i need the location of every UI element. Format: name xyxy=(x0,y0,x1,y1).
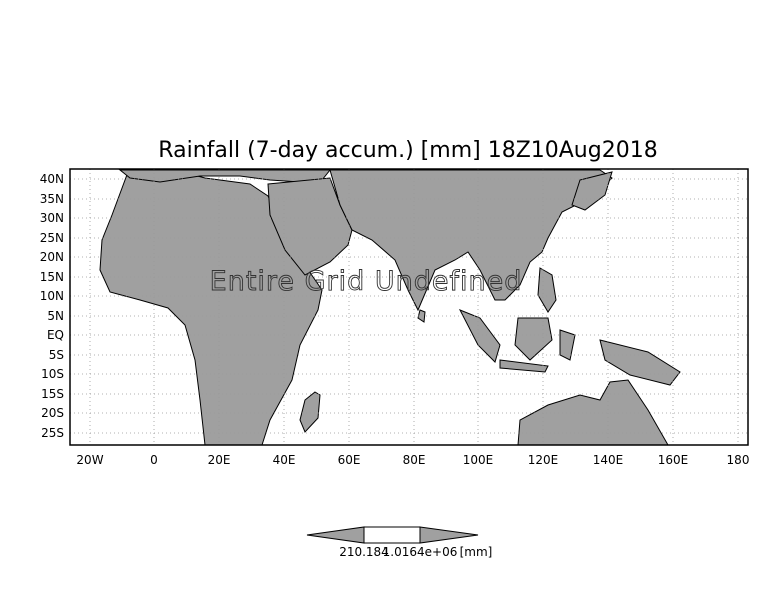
lat-label: 30N xyxy=(40,211,64,225)
lon-label: 60E xyxy=(338,453,361,467)
lon-label: 120E xyxy=(528,453,559,467)
lat-label: 40N xyxy=(40,172,64,186)
colorbar-unit-label: [mm] xyxy=(460,545,493,559)
colorbar-left-arrow xyxy=(306,526,365,544)
lat-label: 20N xyxy=(40,250,64,264)
colorbar xyxy=(306,526,479,544)
sumatra-landmass xyxy=(458,309,501,363)
lat-label: 15S xyxy=(41,387,64,401)
colorbar-middle-segment xyxy=(363,526,421,544)
lat-label: EQ xyxy=(47,328,64,342)
lon-label: 180 xyxy=(727,453,750,467)
undefined-grid-message: Entire Grid Undefined xyxy=(210,266,523,297)
lat-label: 25N xyxy=(40,231,64,245)
lat-label: 25S xyxy=(41,426,64,440)
lon-label: 20W xyxy=(76,453,103,467)
japan-landmass xyxy=(571,171,613,211)
lon-label: 160E xyxy=(658,453,689,467)
sulawesi-landmass xyxy=(559,329,576,361)
philippines-landmass xyxy=(537,267,557,313)
lat-label: 5S xyxy=(49,348,64,362)
colorbar-right-arrow xyxy=(419,526,479,544)
lon-label: 0 xyxy=(150,453,158,467)
lat-label: 5N xyxy=(47,309,64,323)
lon-label: 100E xyxy=(463,453,494,467)
lon-label: 140E xyxy=(593,453,624,467)
java-landmass xyxy=(499,359,549,373)
lon-label: 20E xyxy=(208,453,231,467)
europe-landmass xyxy=(118,169,332,183)
sri-lanka-landmass xyxy=(417,309,426,323)
lat-label: 10N xyxy=(40,289,64,303)
madagascar-landmass xyxy=(299,391,321,433)
gridlines xyxy=(70,169,748,445)
new-guinea-landmass xyxy=(599,339,681,386)
land-masses xyxy=(99,169,681,446)
longitude-labels: 20W 0 20E 40E 60E 80E 100E 120E 140E 160… xyxy=(76,453,749,467)
lat-label: 15N xyxy=(40,270,64,284)
colorbar-label-mid: 1.0164e+06 xyxy=(383,545,458,559)
australia-landmass xyxy=(517,379,669,446)
lat-label: 35N xyxy=(40,192,64,206)
lat-label: 10S xyxy=(41,367,64,381)
map-title: Rainfall (7-day accum.) [mm] 18Z10Aug201… xyxy=(158,138,657,163)
colorbar-label-left: 210.184 xyxy=(339,545,389,559)
lon-label: 80E xyxy=(403,453,426,467)
map-frame xyxy=(69,168,749,446)
lon-label: 40E xyxy=(273,453,296,467)
latitude-labels: 40N 35N 30N 25N 20N 15N 10N 5N EQ 5S 10S… xyxy=(40,172,64,440)
lat-label: 20S xyxy=(41,406,64,420)
arabia-landmass xyxy=(267,177,353,276)
